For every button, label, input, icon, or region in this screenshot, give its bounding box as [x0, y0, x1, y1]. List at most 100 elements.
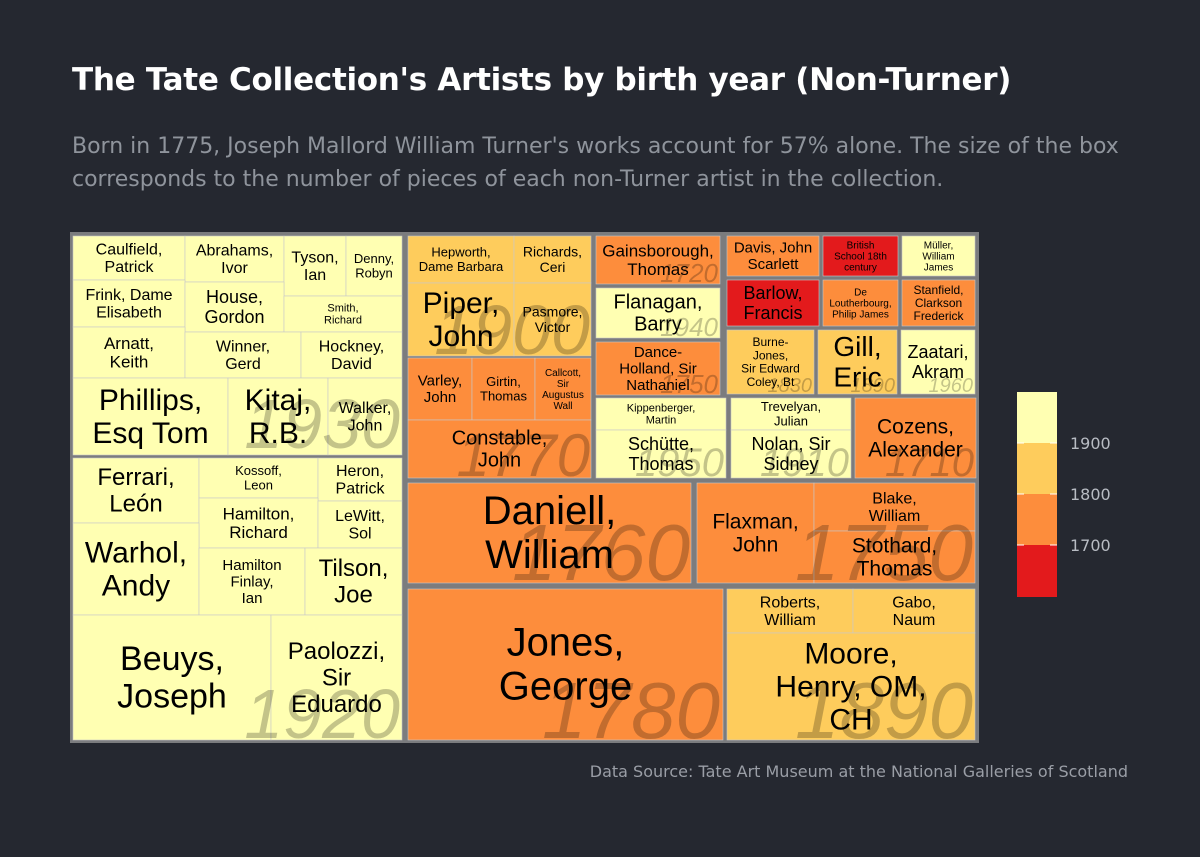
- artist-label: Flanagan, Barry: [614, 292, 703, 336]
- decade-watermark: 1960: [929, 375, 974, 397]
- treemap-cell: [813, 482, 976, 532]
- treemap-cell: [854, 397, 977, 479]
- artist-label: Winner, Gerd: [216, 338, 270, 373]
- treemap-cell: [198, 497, 319, 549]
- treemap-cell: [407, 588, 724, 741]
- legend-label: 1900: [1070, 434, 1111, 453]
- treemap-cell: [72, 235, 186, 281]
- treemap-cell: [852, 588, 976, 634]
- treemap-cell: [726, 279, 820, 327]
- treemap-cell: [270, 614, 403, 741]
- artist-label: Jones, George: [499, 621, 632, 709]
- treemap-cell: [471, 357, 536, 421]
- artist-label: Arnatt, Keith: [104, 334, 154, 372]
- artist-label: Frink, Dame Elisabeth: [85, 287, 172, 322]
- artist-label: Kitaj, R.B.: [245, 384, 312, 450]
- decade-watermark: 1950: [635, 441, 724, 485]
- artist-label: Kossoff, Leon: [235, 463, 282, 492]
- artist-label: Hepworth, Dame Barbara: [419, 245, 504, 274]
- artist-label: Hamilton, Richard: [223, 504, 295, 542]
- artist-label: Richards, Ceri: [523, 243, 582, 274]
- artist-label: Tilson, Joe: [319, 555, 389, 608]
- artist-label: Callcott, Sir Augustus Wall: [542, 368, 584, 412]
- artist-label: House, Gordon: [204, 287, 264, 327]
- artist-label: Smith, Richard: [324, 303, 362, 327]
- treemap-cell: [901, 235, 976, 277]
- treemap-cell: [534, 357, 592, 421]
- artist-label: Daniell, William: [483, 489, 616, 577]
- artist-label: Walker, John: [339, 400, 392, 435]
- treemap-cell: [407, 235, 515, 284]
- artist-label: Warhol, Andy: [85, 536, 187, 602]
- treemap-cell: [283, 295, 403, 333]
- legend-swatch: [1017, 545, 1057, 597]
- treemap-cell: [72, 279, 186, 328]
- treemap-cell: [595, 429, 727, 479]
- legend-label: 1800: [1070, 485, 1111, 504]
- artist-label: Trevelyan, Julian: [761, 399, 821, 428]
- artist-label: Roberts, William: [760, 594, 820, 629]
- artist-label: British School 18th century: [834, 240, 887, 273]
- artist-label: Hamilton Finlay, Ian: [222, 557, 281, 607]
- artist-label: Paolozzi, Sir Eduardo: [288, 638, 385, 718]
- artist-label: Piper, John: [423, 287, 500, 353]
- artist-label: Stothard, Thomas: [852, 534, 937, 580]
- treemap-cell: [726, 588, 854, 634]
- treemap-cell: [900, 329, 976, 395]
- treemap-cell: [184, 331, 302, 379]
- artist-label: Denny, Robyn: [354, 251, 394, 280]
- treemap-cell: [726, 632, 976, 741]
- decade-watermark: 1920: [244, 675, 400, 753]
- artist-label: Varley, John: [418, 373, 462, 407]
- treemap-cell: [726, 235, 820, 277]
- treemap-cell: [595, 341, 721, 396]
- legend-swatch: [1017, 443, 1057, 495]
- artist-label: Moore, Henry, OM, CH: [775, 637, 926, 736]
- treemap-cell: [198, 547, 306, 616]
- treemap-cell: [822, 279, 899, 327]
- artist-label: Tyson, Ian: [291, 249, 338, 284]
- legend-swatch: [1017, 494, 1057, 546]
- artist-label: Schütte, Thomas: [628, 434, 694, 474]
- decade-watermark: 1940: [660, 312, 718, 342]
- treemap-cell: [595, 287, 721, 339]
- treemap-cell: [327, 377, 403, 456]
- treemap-cell: [513, 235, 592, 284]
- artist-label: Caulfield, Patrick: [96, 241, 163, 276]
- artist-label: Phillips, Esq Tom: [92, 384, 208, 450]
- decade-watermark: 1890: [851, 375, 896, 397]
- artist-label: Burne-Jones, Sir Edward Coley, Bt: [741, 335, 800, 389]
- treemap-cell: [813, 530, 976, 584]
- treemap-cell: [72, 457, 200, 524]
- treemap-cell: [407, 282, 515, 357]
- treemap-cell: [513, 282, 592, 357]
- artist-label: Gainsborough, Thomas: [602, 241, 714, 279]
- artist-label: Ferrari, León: [97, 464, 174, 517]
- artist-label: Gill, Eric: [833, 331, 881, 393]
- decade-watermark: 1750: [660, 369, 718, 399]
- decade-watermark: 1780: [542, 666, 720, 755]
- treemap-cell: [407, 482, 692, 584]
- decade-watermark: 1890: [795, 666, 973, 755]
- artist-label: Gabo, Naum: [892, 594, 936, 629]
- decade-watermark: 1720: [660, 258, 718, 288]
- decade-watermark: 1910: [760, 441, 849, 485]
- treemap-cell: [595, 397, 727, 431]
- artist-label: Dance-Holland, Sir Nathaniel: [619, 344, 697, 394]
- artist-label: Müller, William James: [922, 240, 954, 273]
- treemap-cell: [72, 326, 186, 379]
- decade-watermark: 1830: [768, 375, 813, 397]
- treemap-cell: [595, 235, 721, 285]
- decade-watermark: 1900: [434, 291, 590, 369]
- decade-watermark: 1770: [457, 422, 590, 489]
- treemap-cell: [300, 331, 403, 379]
- treemap-cell: [407, 419, 592, 479]
- artist-label: De Loutherbourg, Philip James: [829, 287, 891, 320]
- treemap-cell: [317, 500, 403, 549]
- artist-label: Nolan, Sir Sidney: [751, 434, 830, 474]
- artist-label: LeWitt, Sol: [335, 508, 385, 543]
- treemap-cell: [726, 329, 815, 395]
- artist-label: Abrahams, Ivor: [196, 242, 273, 277]
- treemap-cell: [72, 377, 229, 456]
